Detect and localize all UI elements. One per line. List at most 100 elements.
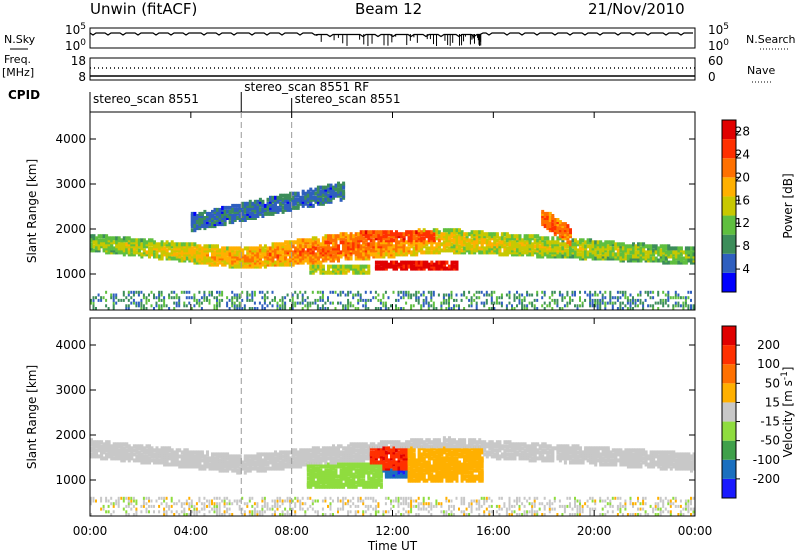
data-cell — [269, 301, 271, 305]
data-cell — [319, 460, 323, 465]
data-cell — [344, 450, 348, 455]
data-cell — [682, 296, 685, 300]
data-cell — [263, 260, 267, 265]
data-cell — [589, 238, 593, 243]
data-cell — [579, 252, 582, 257]
data-cell — [571, 242, 575, 247]
data-cell — [604, 301, 607, 305]
data-cell — [158, 504, 161, 508]
data-cell — [100, 450, 104, 455]
data-cell — [354, 246, 358, 251]
data-cell — [299, 499, 302, 503]
data-cell — [379, 246, 383, 251]
data-cell — [296, 296, 299, 300]
data-cell — [279, 207, 283, 212]
data-cell — [231, 207, 235, 212]
data-cell — [95, 450, 98, 455]
data-cell — [473, 298, 476, 302]
data-cell — [203, 296, 206, 300]
data-cell — [266, 296, 269, 300]
data-cell — [684, 246, 688, 251]
data-cell — [185, 448, 189, 453]
data-cell — [364, 454, 368, 459]
data-cell — [105, 298, 108, 302]
data-cell — [566, 248, 570, 253]
data-cell — [357, 290, 360, 294]
data-cell — [110, 246, 114, 251]
data-cell — [531, 242, 535, 247]
data-cell — [243, 307, 246, 310]
data-cell — [105, 440, 109, 445]
data-cell — [248, 513, 251, 516]
data-cell — [165, 460, 169, 465]
data-cell — [216, 298, 218, 302]
data-cell — [407, 236, 411, 241]
data-cell — [284, 450, 288, 455]
data-cell — [490, 246, 494, 251]
data-cell — [581, 250, 585, 255]
data-cell — [316, 298, 319, 302]
data-cell — [279, 307, 282, 310]
data-cell — [309, 264, 313, 269]
data-cell — [299, 450, 303, 455]
data-cell — [674, 254, 678, 259]
data-cell — [558, 246, 562, 251]
data-cell — [632, 242, 635, 247]
data-cell — [258, 466, 262, 471]
data-cell — [100, 440, 104, 445]
data-cell — [309, 203, 313, 208]
data-cell — [253, 254, 257, 259]
data-cell — [218, 290, 221, 294]
data-cell — [495, 298, 498, 302]
data-cell — [294, 513, 297, 516]
data-cell — [599, 290, 602, 294]
data-cell — [190, 220, 194, 225]
data-cell — [533, 304, 536, 308]
data-cell — [150, 499, 153, 503]
data-cell — [173, 256, 177, 261]
data-cell — [432, 307, 435, 310]
data-cell — [548, 254, 552, 259]
data-cell — [435, 236, 439, 241]
data-cell — [309, 504, 312, 508]
data-cell — [294, 504, 297, 508]
data-cell — [309, 195, 313, 200]
data-cell — [180, 450, 184, 455]
data-cell — [256, 262, 260, 267]
data-cell — [90, 234, 93, 239]
data-cell — [470, 230, 474, 235]
data-cell — [417, 290, 420, 294]
data-cell — [367, 242, 371, 247]
data-cell — [637, 250, 640, 255]
data-cell — [324, 496, 327, 500]
data-cell — [379, 260, 383, 265]
data-cell — [342, 502, 345, 506]
data-cell — [241, 214, 245, 218]
data-cell — [377, 298, 380, 302]
data-cell — [135, 250, 139, 255]
data-cell — [279, 193, 283, 198]
data-cell — [243, 203, 247, 208]
data-cell — [460, 293, 463, 297]
data-cell — [170, 248, 174, 253]
data-cell — [347, 236, 351, 241]
data-cell — [347, 307, 350, 310]
data-cell — [589, 293, 592, 297]
data-cell — [337, 181, 340, 186]
data-cell — [122, 290, 125, 294]
data-cell — [390, 304, 392, 308]
data-cell — [140, 252, 144, 257]
data-cell — [314, 450, 318, 455]
data-cell — [556, 301, 559, 305]
data-cell — [226, 246, 230, 251]
data-cell — [359, 496, 362, 500]
data-cell — [180, 502, 183, 506]
data-cell — [601, 296, 604, 300]
data-cell — [453, 304, 455, 308]
data-cell — [266, 507, 269, 511]
noise-search-label: N.Search — [746, 33, 796, 46]
data-cell — [190, 499, 193, 503]
data-cell — [339, 482, 343, 487]
data-cell — [604, 296, 607, 300]
